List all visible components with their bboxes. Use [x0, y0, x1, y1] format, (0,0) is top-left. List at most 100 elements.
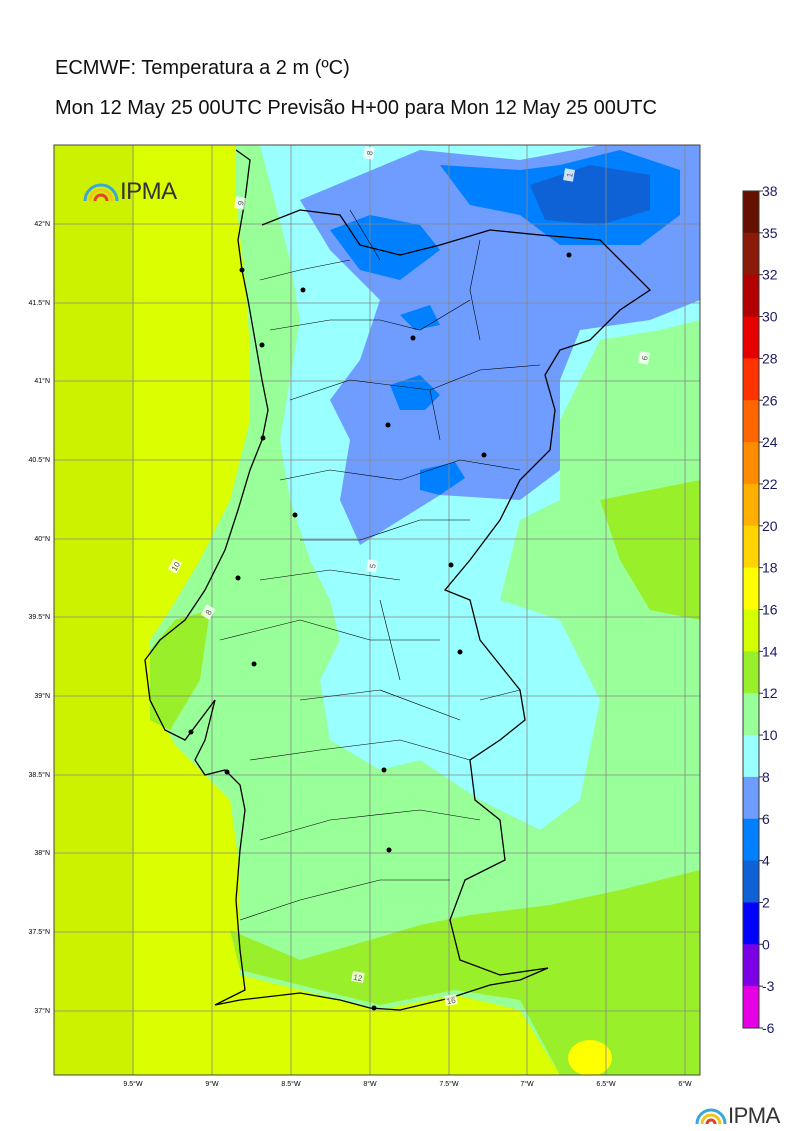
contour-label-text: 5 [368, 563, 378, 569]
colorbar-segment [743, 776, 759, 820]
lat-tick-label: 37°N [34, 1007, 50, 1015]
lon-tick-label: 7.5°W [439, 1080, 459, 1088]
city-markers [188, 252, 572, 1011]
colorbar-label: 30 [762, 309, 778, 325]
contour-label: 6 [638, 351, 650, 365]
contour-labels: 8 1 9 6 5 10 8 12 16 [167, 146, 650, 1006]
contour-label-text: 12 [353, 973, 364, 984]
colorbar-segment [743, 609, 759, 652]
colorbar-label: 22 [762, 476, 778, 492]
colorbar-segment [743, 358, 759, 401]
city-marker [410, 335, 416, 341]
coastline [144, 149, 549, 1011]
contour-label: 5 [366, 559, 378, 573]
contour-label: 8 [200, 604, 216, 620]
colorbar-label: 28 [762, 350, 778, 366]
colorbar-label: 10 [762, 727, 778, 743]
colorbar-segment [743, 693, 759, 736]
lon-tick-label: 8.5°W [281, 1080, 301, 1088]
city-marker [481, 452, 487, 458]
city-marker [239, 267, 245, 273]
contour-label-text: 9 [236, 200, 246, 206]
district-lines [219, 209, 541, 921]
colorbar-segment [743, 651, 759, 694]
city-marker [300, 287, 306, 293]
lon-tick-label: 6°W [678, 1080, 692, 1088]
colorbar-segment [743, 818, 759, 862]
colorbar-label: 4 [762, 853, 770, 869]
colorbar-segment [743, 232, 759, 276]
colorbar-segment [743, 274, 759, 318]
contour-label: 9 [234, 196, 246, 210]
lat-tick-label: 40°N [34, 535, 50, 543]
colorbar-segment [743, 483, 759, 527]
ipma-logo: IPMA [82, 178, 177, 206]
colorbar-label: 2 [762, 894, 770, 910]
colorbar-label: -6 [762, 1020, 775, 1036]
city-marker [457, 649, 463, 655]
colorbar-label: 20 [762, 518, 778, 534]
colorbar-label: 6 [762, 811, 770, 827]
colorbar-label: 32 [762, 267, 778, 283]
lat-tick-label: 41.5°N [29, 299, 50, 307]
colder-pocket-north [330, 215, 440, 280]
colorbar-segment [743, 735, 759, 778]
lat-tick-label: 41°N [34, 377, 50, 385]
colorbar-segment [743, 525, 759, 569]
colorbar-label: 26 [762, 392, 778, 408]
warm-band-south [230, 870, 700, 1075]
colorbar-label: 18 [762, 560, 778, 576]
coldest-pocket-ne [530, 165, 650, 225]
city-marker [292, 512, 298, 518]
lon-tick-label: 7°W [520, 1080, 534, 1088]
contour-label-text: 6 [640, 355, 650, 361]
colder-pocket-south [420, 462, 465, 495]
city-marker [385, 422, 391, 428]
footer-ipma-logo-text: IPMA [728, 1103, 780, 1128]
contour-label: 16 [444, 994, 458, 1006]
border-north [261, 209, 652, 976]
axis-ticks: 9.5°W 9°W 8.5°W 8°W 7.5°W 7°W 6.5°W 6°W 42°N 41.5… [29, 220, 693, 1088]
footer-ipma-logo: IPMA [694, 1103, 780, 1129]
colorbar-segment [743, 944, 759, 987]
footer-ipma-logo-icon [695, 1108, 727, 1125]
city-marker [566, 252, 572, 258]
colorbar-label: 0 [762, 936, 770, 952]
map-field [54, 145, 700, 1075]
city-marker [224, 769, 230, 775]
city-marker [386, 847, 392, 853]
colorbar-segment [743, 986, 759, 1029]
lon-tick-label: 6.5°W [596, 1080, 616, 1088]
colorbar-label: 38 [762, 183, 778, 199]
colorbar-segment [743, 902, 759, 945]
contour-label-text: 8 [365, 150, 375, 156]
contour-label: 10 [167, 558, 183, 574]
city-marker [259, 342, 265, 348]
city-marker [381, 767, 387, 773]
lon-tick-label: 9.5°W [123, 1080, 143, 1088]
map-title: ECMWF: Temperatura a 2 m (ºC) [55, 57, 350, 79]
offshore-band [54, 145, 134, 1075]
contour-label: 12 [351, 971, 365, 983]
lon-tick-label: 9°W [205, 1080, 219, 1088]
colorbar-segment [743, 400, 759, 443]
contour-label: 1 [563, 168, 575, 182]
colorbar-label: 35 [762, 225, 778, 241]
lon-tick-label: 8°W [363, 1080, 377, 1088]
ipma-logo-icon [83, 183, 119, 202]
colorbar-label: 16 [762, 602, 778, 618]
lat-tick-label: 38°N [34, 849, 50, 857]
lat-tick-label: 39°N [34, 692, 50, 700]
contour-label: 8 [363, 146, 375, 160]
colorbar-label: 24 [762, 434, 778, 450]
lat-tick-label: 42°N [34, 220, 50, 228]
contour-label-text: 1 [565, 172, 575, 178]
city-marker [448, 562, 454, 568]
colorbar-label: 12 [762, 685, 778, 701]
colorbar-segment [743, 567, 759, 610]
lat-tick-label: 40.5°N [29, 456, 50, 464]
colorbar-label: -3 [762, 978, 775, 994]
warm-spot [568, 1040, 612, 1075]
